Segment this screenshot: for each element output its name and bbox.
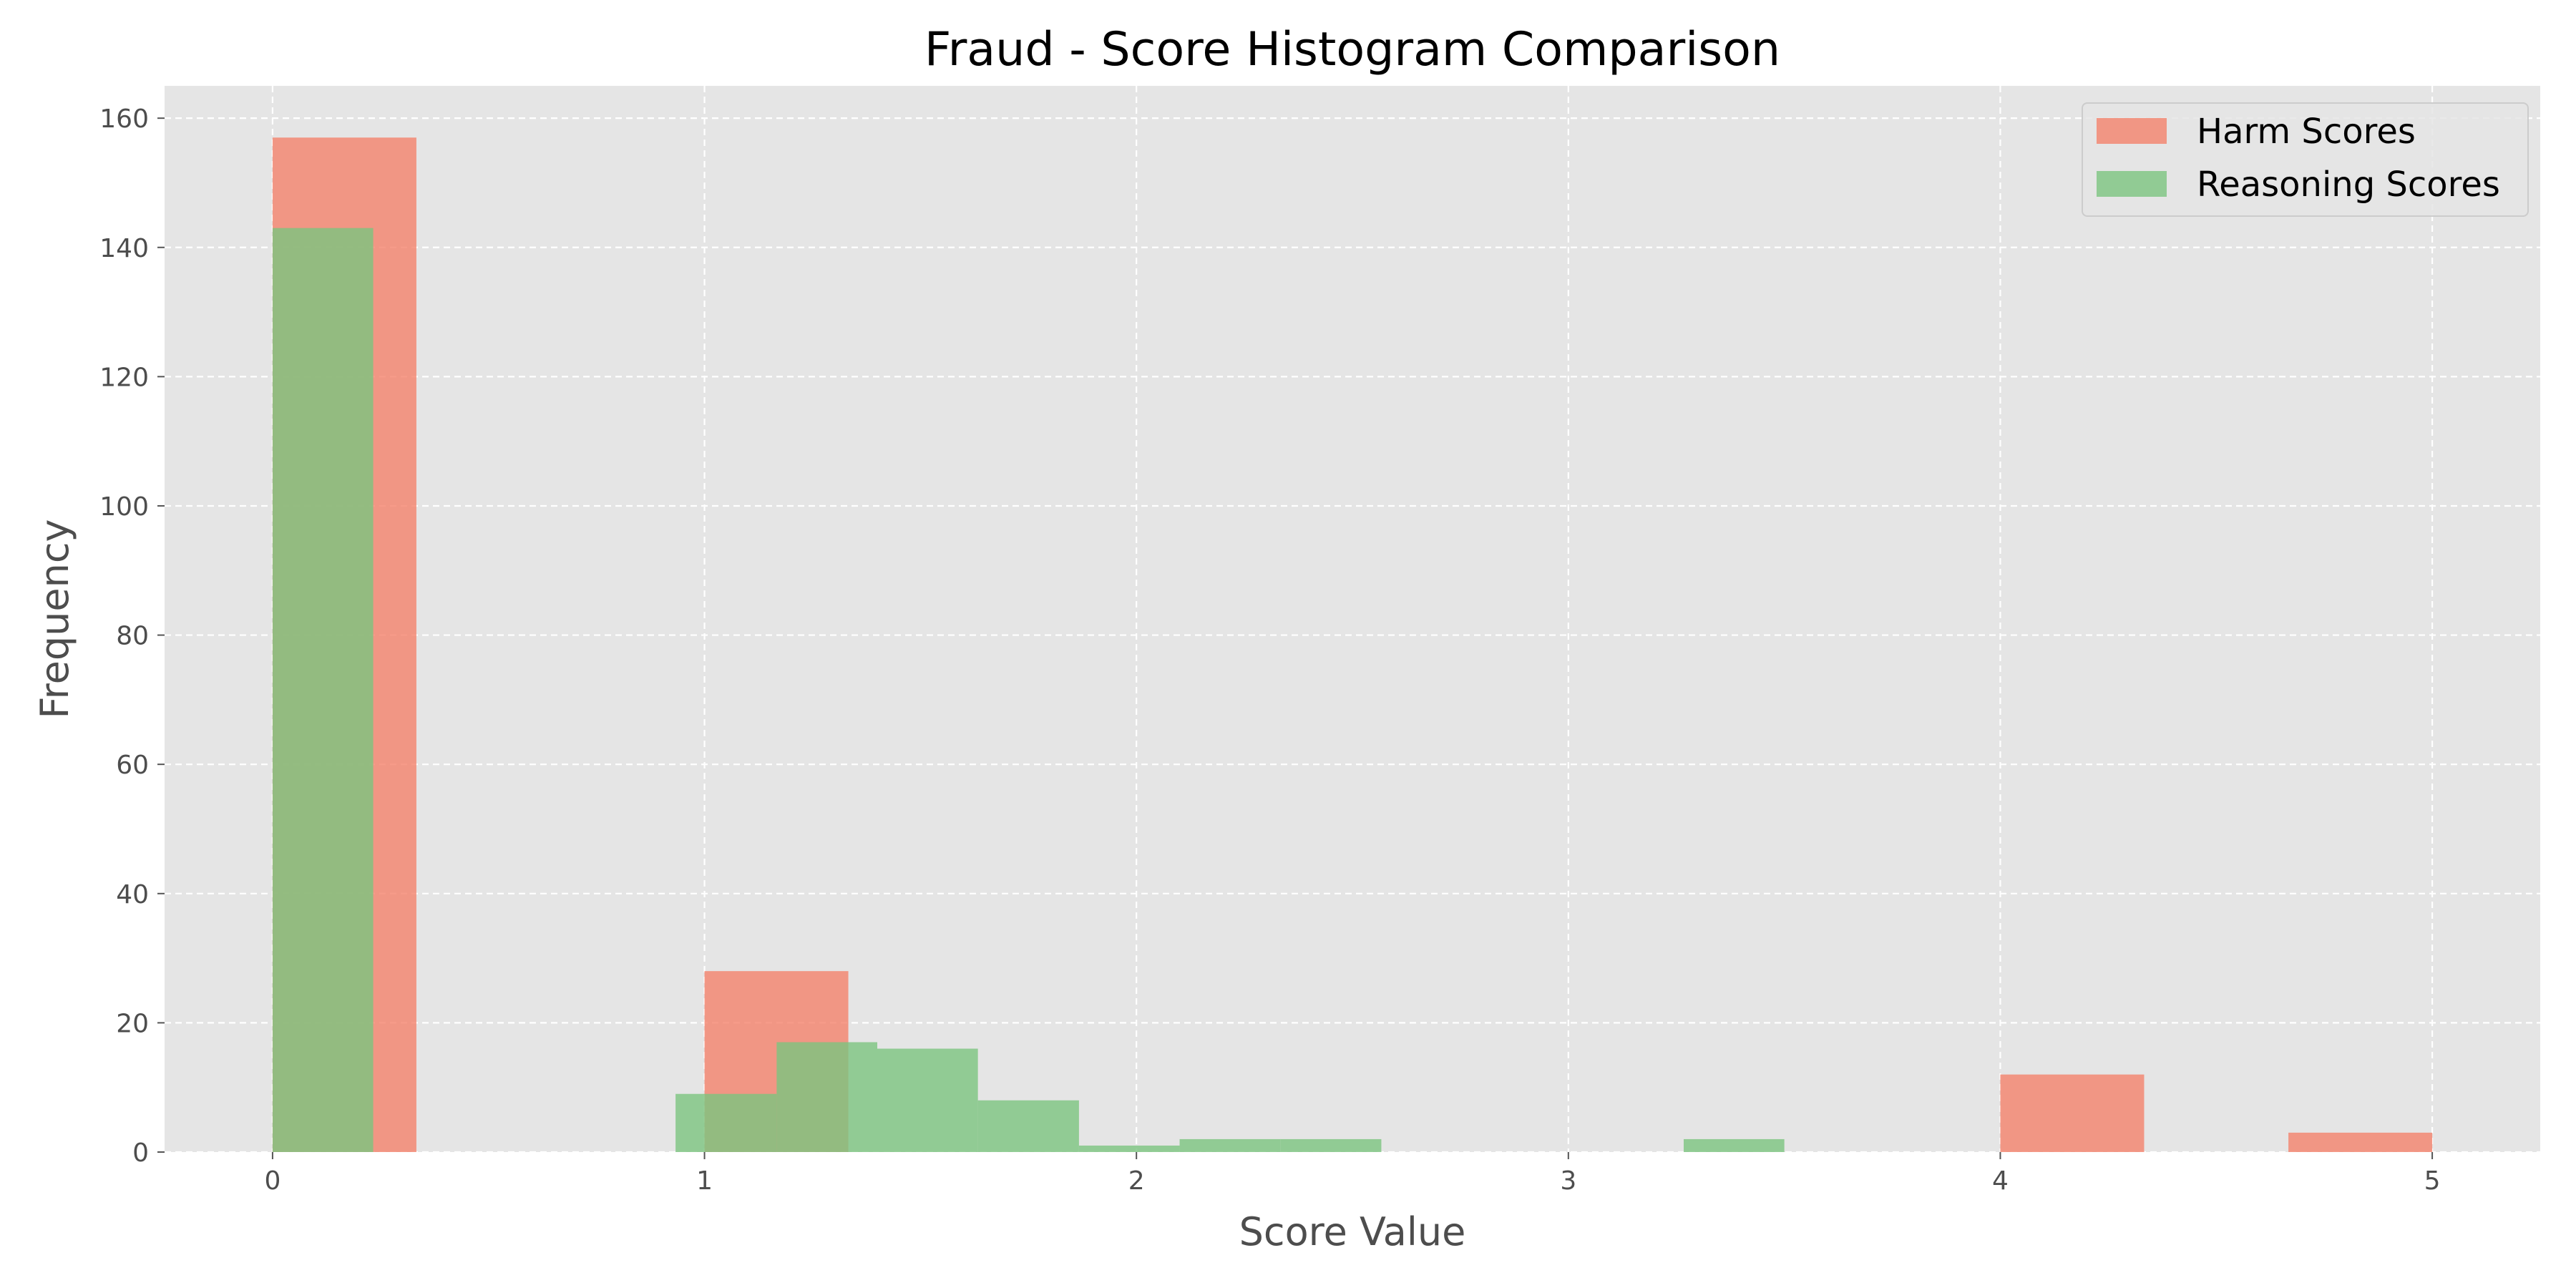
histogram-bar	[1280, 1138, 1382, 1152]
y-tick-label: 100	[99, 492, 149, 522]
y-tick-label: 80	[116, 622, 149, 651]
x-tick-label: 5	[2424, 1166, 2441, 1196]
legend-swatch	[2097, 171, 2167, 197]
plot-area	[165, 86, 2540, 1152]
legend-label: Reasoning Scores	[2197, 165, 2500, 205]
legend-swatch	[2097, 118, 2167, 144]
x-tick-label: 2	[1128, 1166, 1145, 1196]
x-axis-label: Score Value	[1239, 1209, 1466, 1254]
y-tick-label: 40	[116, 880, 149, 909]
y-tick-label: 0	[132, 1138, 149, 1168]
x-tick-label: 4	[1992, 1166, 2009, 1196]
histogram-bar	[2000, 1074, 2145, 1152]
legend-box	[2082, 102, 2529, 217]
histogram-bar	[272, 228, 374, 1153]
histogram-bar	[877, 1048, 978, 1152]
histogram-bar	[675, 1093, 777, 1152]
y-tick-label: 120	[99, 363, 149, 392]
y-axis-label: Frequency	[32, 519, 77, 719]
x-tick-label: 0	[264, 1166, 280, 1196]
y-tick-label: 60	[116, 751, 149, 780]
series-reasoning-scores	[272, 228, 1785, 1153]
chart-title: Fraud - Score Histogram Comparison	[924, 23, 1780, 77]
y-tick-label: 160	[99, 104, 149, 134]
axis-ticks: 0 1 2 3 4 5 0 20 40 60 80 100 120 140 160	[99, 104, 2440, 1196]
histogram-bar	[1078, 1145, 1180, 1152]
legend: Harm Scores Reasoning Scores	[2082, 102, 2529, 217]
histogram-bar	[977, 1100, 1079, 1152]
x-tick-label: 3	[1560, 1166, 1576, 1196]
histogram-bar	[1683, 1138, 1785, 1152]
y-tick-label: 140	[99, 234, 149, 263]
histogram-bar	[2288, 1132, 2433, 1152]
histogram-bar	[776, 1042, 877, 1152]
x-tick-label: 1	[696, 1166, 713, 1196]
histogram-bar	[1179, 1138, 1281, 1152]
legend-label: Harm Scores	[2197, 112, 2416, 152]
bars	[272, 137, 2433, 1153]
y-tick-label: 20	[116, 1009, 149, 1038]
